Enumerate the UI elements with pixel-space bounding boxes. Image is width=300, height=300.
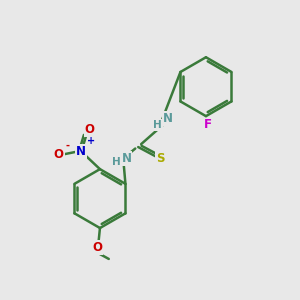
- Text: N: N: [122, 152, 131, 165]
- Text: O: O: [92, 241, 102, 254]
- Text: H: H: [112, 157, 121, 167]
- Text: O: O: [85, 123, 94, 136]
- Text: S: S: [156, 152, 165, 165]
- Text: N: N: [76, 145, 86, 158]
- Text: N: N: [163, 112, 173, 125]
- Text: O: O: [54, 148, 64, 161]
- Text: +: +: [87, 136, 95, 146]
- Text: F: F: [203, 118, 211, 131]
- Text: -: -: [65, 140, 69, 151]
- Text: H: H: [153, 120, 162, 130]
